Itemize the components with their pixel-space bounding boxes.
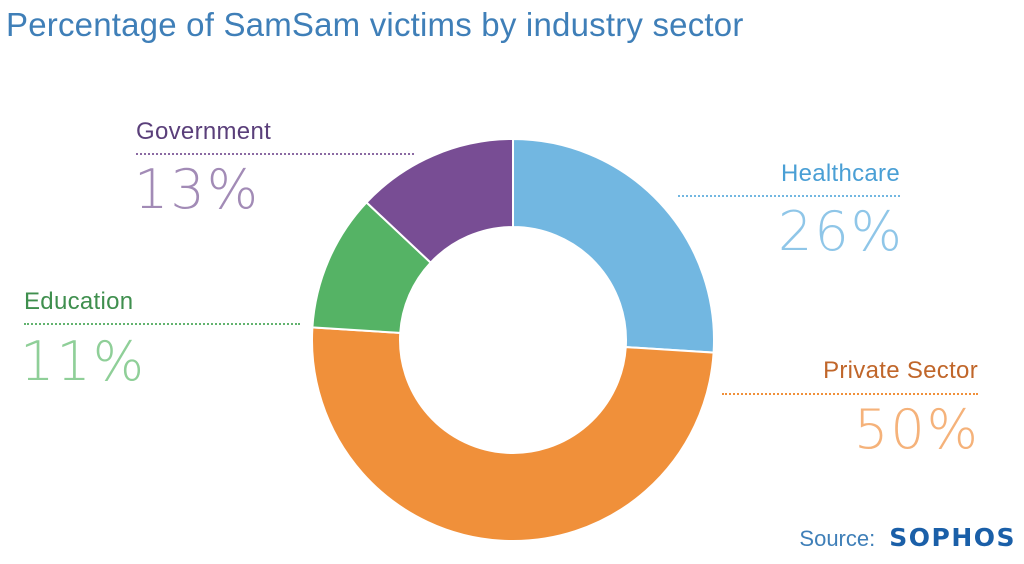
leader-line-private-sector xyxy=(722,393,978,395)
donut-slice-healthcare xyxy=(512,137,715,354)
leader-line-government xyxy=(136,153,414,155)
legend-label-government: Government xyxy=(136,118,272,145)
legend-label-healthcare: Healthcare xyxy=(780,160,900,187)
sophos-logo: SOPHOS xyxy=(889,523,1016,552)
source-credit: Source: SOPHOS xyxy=(799,523,1016,552)
donut-slice-government xyxy=(365,137,514,265)
value-label-education: 11% xyxy=(20,330,147,393)
legend-label-education: Education xyxy=(24,288,134,315)
value-label-healthcare: 26% xyxy=(777,200,904,263)
leader-line-education xyxy=(24,323,300,325)
chart-title: Percentage of SamSam victims by industry… xyxy=(6,6,744,43)
legend-label-private-sector: Private Sector xyxy=(823,357,978,384)
source-label: Source: xyxy=(799,526,876,551)
value-label-private-sector: 50% xyxy=(853,398,980,461)
leader-line-healthcare xyxy=(678,195,900,197)
value-label-government: 13% xyxy=(134,158,261,221)
donut-slice-private-sector xyxy=(311,326,715,542)
